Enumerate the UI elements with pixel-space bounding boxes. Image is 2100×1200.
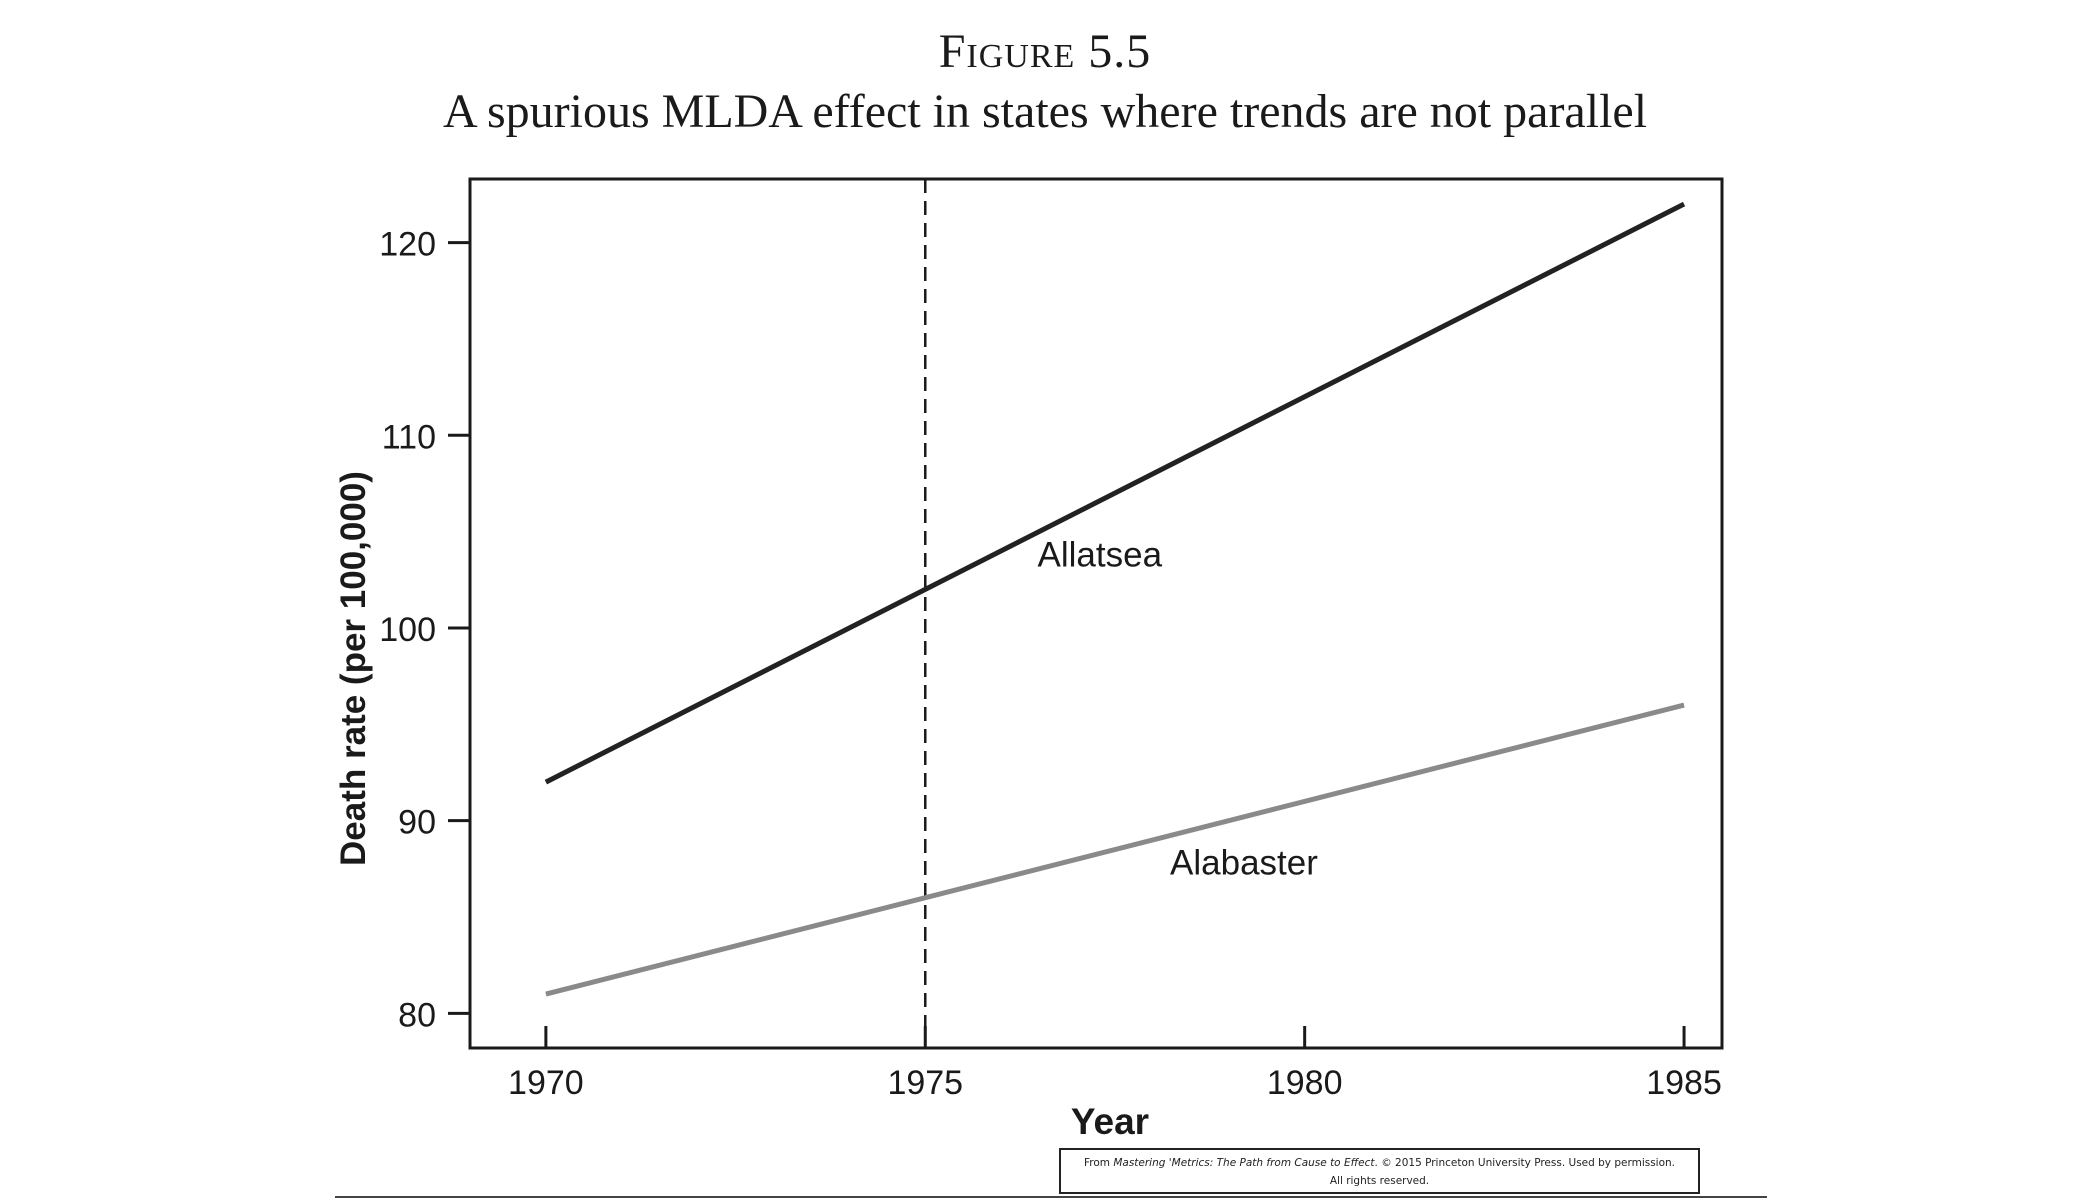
y-axis-title: Death rate (per 100,000): [334, 471, 373, 866]
credit-prefix: From: [1083, 1157, 1114, 1169]
x-tick-label: 1985: [1646, 1064, 1722, 1102]
figure-title: A spurious MLDA effect in states where t…: [442, 85, 1648, 138]
y-axis: 80 90 100 110 120: [379, 226, 470, 1034]
y-tick-label: 120: [379, 226, 436, 264]
x-tick-label: 1970: [508, 1064, 584, 1102]
y-tick-label: 100: [379, 611, 436, 649]
x-tick-label: 1975: [887, 1064, 963, 1102]
y-tick-label: 110: [382, 418, 436, 456]
credit-line-2: All rights reserved.: [1329, 1175, 1430, 1187]
credit-suffix: . © 2015 Princeton University Press. Use…: [1374, 1157, 1676, 1169]
plot-frame: [468, 177, 1724, 1050]
series-line-allatsea: [544, 201, 1686, 785]
series-label-allatsea: Allatsea: [1038, 535, 1163, 574]
y-tick-label: 90: [398, 804, 436, 842]
series-group: Allatsea Alabaster: [544, 201, 1686, 997]
x-axis-title: Year: [1071, 1101, 1149, 1142]
credit-book-title: Mastering 'Metrics: The Path from Cause …: [1113, 1157, 1375, 1169]
figure-label: Figure 5.5: [938, 25, 1152, 78]
credit-line-1: From Mastering 'Metrics: The Path from C…: [1061, 1154, 1698, 1172]
x-tick-label: 1980: [1267, 1064, 1343, 1102]
credit-box: From Mastering 'Metrics: The Path from C…: [1059, 1148, 1700, 1194]
y-tick-label: 80: [398, 996, 436, 1034]
x-axis: 1970 1975 1980 1985: [508, 1026, 1722, 1102]
page-rule: [335, 1196, 1767, 1198]
series-line-alabaster: [545, 702, 1685, 997]
series-label-alabaster: Alabaster: [1170, 844, 1318, 883]
